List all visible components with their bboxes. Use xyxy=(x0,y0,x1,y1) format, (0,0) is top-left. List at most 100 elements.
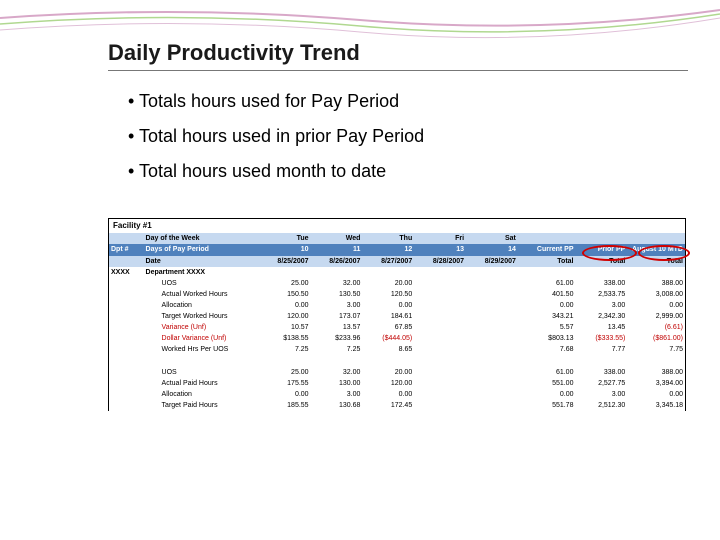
header-cell: 8/28/2007 xyxy=(414,256,466,267)
data-cell: 25.00 xyxy=(259,367,311,378)
data-cell: 3.00 xyxy=(311,300,363,311)
dept-cell xyxy=(109,344,144,355)
table-row: UOS25.0032.0020.0061.00338.00388.00 xyxy=(109,367,685,378)
data-cell: 120.50 xyxy=(362,289,414,300)
header-cell: Total xyxy=(575,256,627,267)
data-cell: 338.00 xyxy=(575,367,627,378)
data-cell: $803.13 xyxy=(518,333,576,344)
bullet-item: • Total hours used in prior Pay Period xyxy=(128,126,688,147)
bullet-item: • Totals hours used for Pay Period xyxy=(128,91,688,112)
header-cell: Prior PP xyxy=(575,244,627,255)
header-cell: Total xyxy=(627,256,685,267)
data-cell: 7.25 xyxy=(259,344,311,355)
data-cell xyxy=(466,311,518,322)
row-label: Variance (Unf) xyxy=(144,322,259,333)
data-cell: $233.96 xyxy=(311,333,363,344)
data-cell: (6.61) xyxy=(627,322,685,333)
data-cell: 2,512.30 xyxy=(575,400,627,411)
dept-row: XXXXDepartment XXXX xyxy=(109,267,685,278)
dept-cell xyxy=(109,278,144,289)
data-cell: $138.55 xyxy=(259,333,311,344)
table-row: Actual Worked Hours150.50130.50120.50401… xyxy=(109,289,685,300)
data-cell: 3,345.18 xyxy=(627,400,685,411)
data-cell xyxy=(414,389,466,400)
data-cell: 3.00 xyxy=(575,300,627,311)
data-cell xyxy=(414,344,466,355)
table-row: Allocation0.003.000.000.003.000.00 xyxy=(109,389,685,400)
bullet-list: • Totals hours used for Pay Period • Tot… xyxy=(128,91,688,182)
data-cell xyxy=(414,311,466,322)
data-cell: ($333.55) xyxy=(575,333,627,344)
data-cell: 0.00 xyxy=(627,389,685,400)
row-label: UOS xyxy=(144,367,259,378)
data-cell: 5.57 xyxy=(518,322,576,333)
data-cell xyxy=(466,278,518,289)
data-cell xyxy=(414,278,466,289)
data-cell: 551.78 xyxy=(518,400,576,411)
dept-cell xyxy=(109,333,144,344)
data-cell xyxy=(466,400,518,411)
header-cell: Day of the Week xyxy=(144,233,259,244)
header-cell: 14 xyxy=(466,244,518,255)
productivity-table: Day of the WeekTueWedThuFriSat Dpt #Days… xyxy=(109,233,685,411)
dept-cell xyxy=(109,378,144,389)
data-cell: 0.00 xyxy=(362,300,414,311)
row-label: Allocation xyxy=(144,389,259,400)
header-cell: 8/27/2007 xyxy=(362,256,414,267)
data-cell: 2,342.30 xyxy=(575,311,627,322)
header-cell: 8/26/2007 xyxy=(311,256,363,267)
table-row: Worked Hrs Per UOS7.257.258.657.687.777.… xyxy=(109,344,685,355)
data-cell: 25.00 xyxy=(259,278,311,289)
table-row: Allocation0.003.000.000.003.000.00 xyxy=(109,300,685,311)
dept-cell xyxy=(109,400,144,411)
dept-code: XXXX xyxy=(109,267,144,278)
row-label: UOS xyxy=(144,278,259,289)
data-cell xyxy=(414,322,466,333)
header-cell: Sat xyxy=(466,233,518,244)
table-row: Variance (Unf)10.5713.5767.855.5713.45(6… xyxy=(109,322,685,333)
row-label: Allocation xyxy=(144,300,259,311)
header-cell: Date xyxy=(144,256,259,267)
header-cell: August 10 MTD xyxy=(627,244,685,255)
table-row: Actual Paid Hours175.55130.00120.00551.0… xyxy=(109,378,685,389)
data-cell xyxy=(414,300,466,311)
row-label: Target Paid Hours xyxy=(144,400,259,411)
data-cell: 2,999.00 xyxy=(627,311,685,322)
header-cell: Days of Pay Period xyxy=(144,244,259,255)
spacer-row xyxy=(109,355,685,366)
dept-cell xyxy=(109,367,144,378)
dept-cell xyxy=(109,311,144,322)
header-cell xyxy=(109,233,144,244)
empty-cell xyxy=(466,267,518,278)
header-cell xyxy=(575,233,627,244)
header-cell: Total xyxy=(518,256,576,267)
data-cell: 0.00 xyxy=(627,300,685,311)
header-cell xyxy=(109,256,144,267)
empty-cell xyxy=(518,267,576,278)
row-label: Actual Worked Hours xyxy=(144,289,259,300)
data-cell: 0.00 xyxy=(259,300,311,311)
data-cell: ($861.00) xyxy=(627,333,685,344)
header-cell: Fri xyxy=(414,233,466,244)
data-cell xyxy=(414,400,466,411)
header-cell: 11 xyxy=(311,244,363,255)
data-cell: 32.00 xyxy=(311,278,363,289)
data-cell: 32.00 xyxy=(311,367,363,378)
dept-cell xyxy=(109,300,144,311)
data-cell: 130.50 xyxy=(311,289,363,300)
data-cell: 172.45 xyxy=(362,400,414,411)
data-cell xyxy=(414,367,466,378)
header-cell: 12 xyxy=(362,244,414,255)
row-label: Dollar Variance (Unf) xyxy=(144,333,259,344)
data-cell: 150.50 xyxy=(259,289,311,300)
header-cell: Dpt # xyxy=(109,244,144,255)
dept-cell xyxy=(109,289,144,300)
data-cell xyxy=(466,389,518,400)
table-row: UOS25.0032.0020.0061.00338.00388.00 xyxy=(109,278,685,289)
header-cell: Current PP xyxy=(518,244,576,255)
data-cell: 2,533.75 xyxy=(575,289,627,300)
empty-cell xyxy=(575,267,627,278)
data-cell: 185.55 xyxy=(259,400,311,411)
data-cell: 2,527.75 xyxy=(575,378,627,389)
header-cell: 8/29/2007 xyxy=(466,256,518,267)
